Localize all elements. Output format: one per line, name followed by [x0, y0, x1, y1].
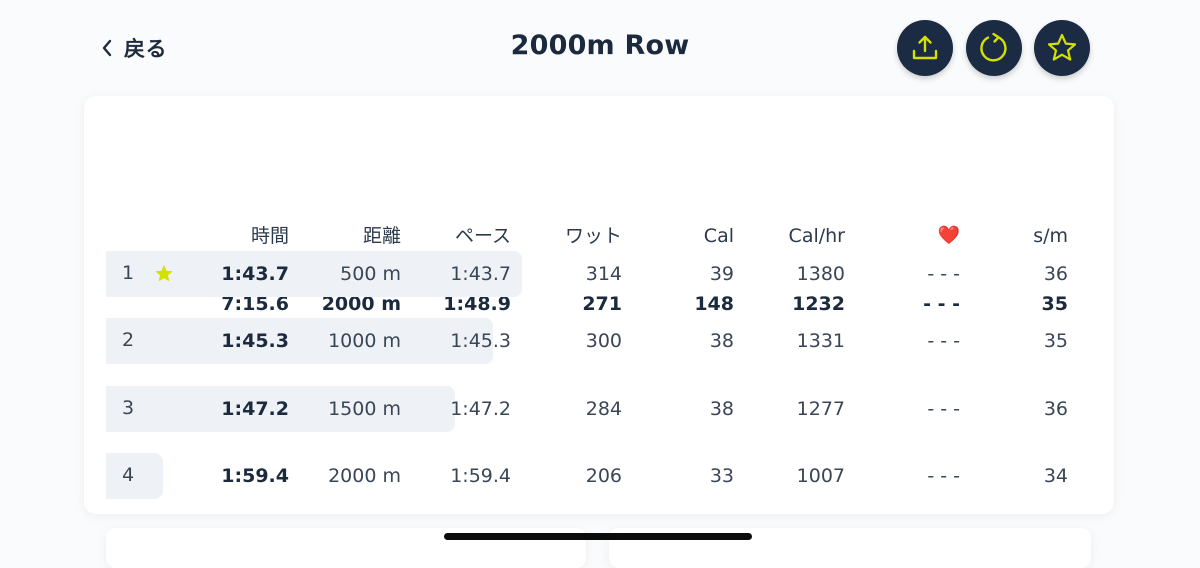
- split-watts: 284: [585, 398, 622, 420]
- share-button[interactable]: [897, 20, 953, 76]
- column-header-strokes-per-minute: s/m: [1033, 225, 1068, 247]
- split-pace: 1:59.4: [450, 465, 511, 487]
- split-strokes-per-minute: 36: [1043, 398, 1068, 420]
- split-index: 2: [122, 329, 135, 351]
- split-cal-per-hour: 1331: [796, 330, 845, 352]
- home-indicator[interactable]: [444, 533, 752, 540]
- split-progress-bar: [106, 386, 455, 432]
- split-watts: 206: [585, 465, 622, 487]
- back-label: 戻る: [124, 37, 167, 61]
- split-cal-per-hour: 1007: [796, 465, 845, 487]
- split-distance: 1500 m: [328, 398, 401, 420]
- summary-cal: 148: [694, 293, 734, 315]
- summary-heart-rate: - - -: [923, 293, 960, 315]
- split-time: 1:43.7: [221, 263, 289, 285]
- split-watts: 314: [585, 263, 622, 285]
- summary-time: 7:15.6: [221, 293, 289, 315]
- summary-distance: 2000 m: [321, 293, 401, 315]
- split-strokes-per-minute: 36: [1043, 263, 1068, 285]
- split-pace: 1:45.3: [450, 330, 511, 352]
- split-strokes-per-minute: 34: [1043, 465, 1068, 487]
- redo-button[interactable]: [966, 20, 1022, 76]
- split-heart-rate: - - -: [927, 263, 960, 285]
- split-progress-bar: [106, 251, 522, 297]
- column-header-distance: 距離: [362, 225, 401, 247]
- split-heart-rate: - - -: [927, 330, 960, 352]
- split-cal: 39: [709, 263, 734, 285]
- split-progress-bar: [106, 453, 163, 499]
- top-bar: 戻る 2000m Row: [0, 0, 1200, 96]
- split-index: 3: [122, 397, 135, 419]
- split-distance: 1000 m: [328, 330, 401, 352]
- chevron-left-icon: [100, 38, 114, 58]
- split-cal: 33: [709, 465, 734, 487]
- summary-cal-per-hour: 1232: [792, 293, 845, 315]
- favorite-button[interactable]: [1034, 20, 1090, 76]
- best-split-star-icon: [154, 264, 174, 287]
- split-time: 1:59.4: [221, 465, 289, 487]
- split-watts: 300: [585, 330, 622, 352]
- heart-icon: ❤️: [937, 225, 960, 246]
- split-distance: 500 m: [340, 263, 401, 285]
- summary-strokes-per-minute: 35: [1041, 293, 1068, 315]
- splits-table-card: 時間 距離 ペース ワット Cal Cal/hr ❤️ s/m 7:15.6 2…: [84, 96, 1114, 514]
- summary-pace: 1:48.9: [443, 293, 511, 315]
- split-distance: 2000 m: [328, 465, 401, 487]
- back-button[interactable]: 戻る: [100, 32, 167, 64]
- column-header-pace: ペース: [454, 225, 511, 247]
- refresh-icon: [977, 31, 1011, 65]
- split-cal: 38: [709, 330, 734, 352]
- column-header-watts: ワット: [564, 225, 622, 247]
- column-header-cal: Cal: [703, 225, 734, 247]
- page-title: 2000m Row: [510, 30, 690, 61]
- split-time: 1:47.2: [221, 398, 289, 420]
- split-strokes-per-minute: 35: [1043, 330, 1068, 352]
- split-index: 1: [122, 262, 135, 284]
- split-cal-per-hour: 1277: [796, 398, 845, 420]
- split-cal-per-hour: 1380: [796, 263, 845, 285]
- split-cal: 38: [709, 398, 734, 420]
- split-time: 1:45.3: [221, 330, 289, 352]
- column-header-cal-per-hour: Cal/hr: [788, 225, 845, 247]
- summary-watts: 271: [582, 293, 622, 315]
- column-header-time: 時間: [250, 225, 289, 247]
- splits-table: 時間 距離 ペース ワット Cal Cal/hr ❤️ s/m 7:15.6 2…: [106, 96, 1092, 514]
- split-index: 4: [122, 464, 135, 486]
- split-heart-rate: - - -: [927, 398, 960, 420]
- share-upload-icon: [910, 33, 940, 63]
- star-icon: [1045, 31, 1079, 65]
- split-heart-rate: - - -: [927, 465, 960, 487]
- split-pace: 1:43.7: [450, 263, 511, 285]
- split-progress-bar: [106, 318, 493, 364]
- split-pace: 1:47.2: [450, 398, 511, 420]
